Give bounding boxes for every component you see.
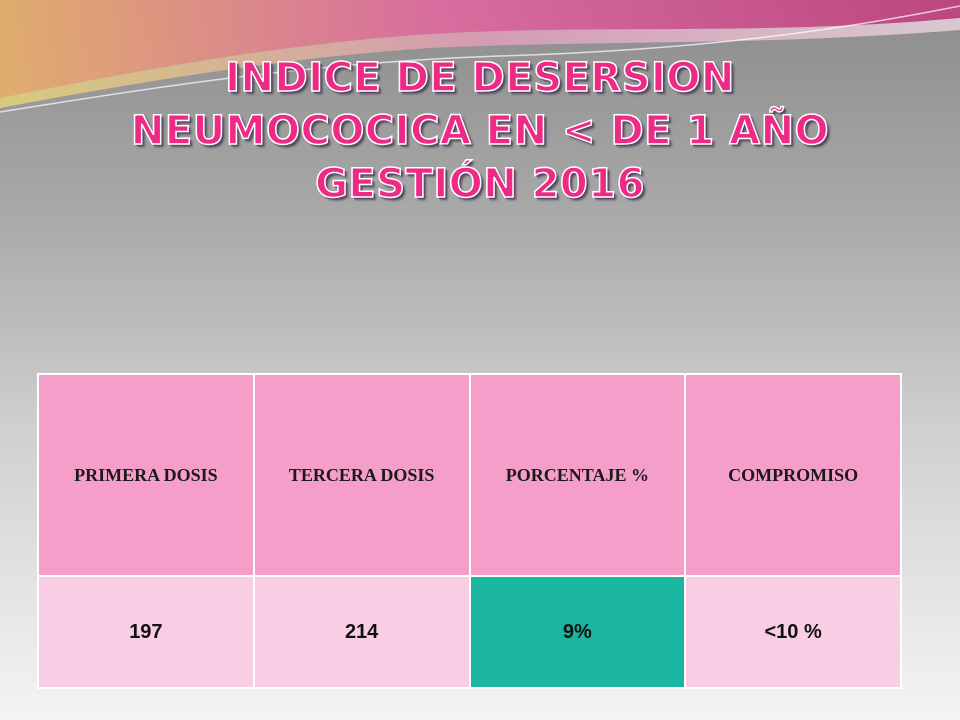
decorative-swoosh [0,0,960,113]
title-line-2: NEUMOCOCICA EN < DE 1 AÑO [130,107,830,155]
cell-tercera-dosis: 214 [252,575,471,689]
desertion-table: PRIMERA DOSIS TERCERA DOSIS PORCENTAJE %… [37,373,902,689]
header-compromiso: COMPROMISO [684,373,902,577]
cell-primera-dosis: 197 [37,575,255,689]
cell-porcentaje: 9% [468,575,687,689]
header-porcentaje: PORCENTAJE % [468,373,687,577]
table-header-row: PRIMERA DOSIS TERCERA DOSIS PORCENTAJE %… [37,373,902,577]
title-line-1: INDICE DE DESERSION [224,54,735,102]
header-primera-dosis: PRIMERA DOSIS [37,373,255,577]
slide-title: INDICE DE DESERSION NEUMOCOCICA EN < DE … [0,52,960,211]
table-row: 197 214 9% <10 % [37,575,902,689]
cell-compromiso: <10 % [684,575,902,689]
title-line-3: GESTIÓN 2016 [314,160,645,208]
header-tercera-dosis: TERCERA DOSIS [252,373,471,577]
